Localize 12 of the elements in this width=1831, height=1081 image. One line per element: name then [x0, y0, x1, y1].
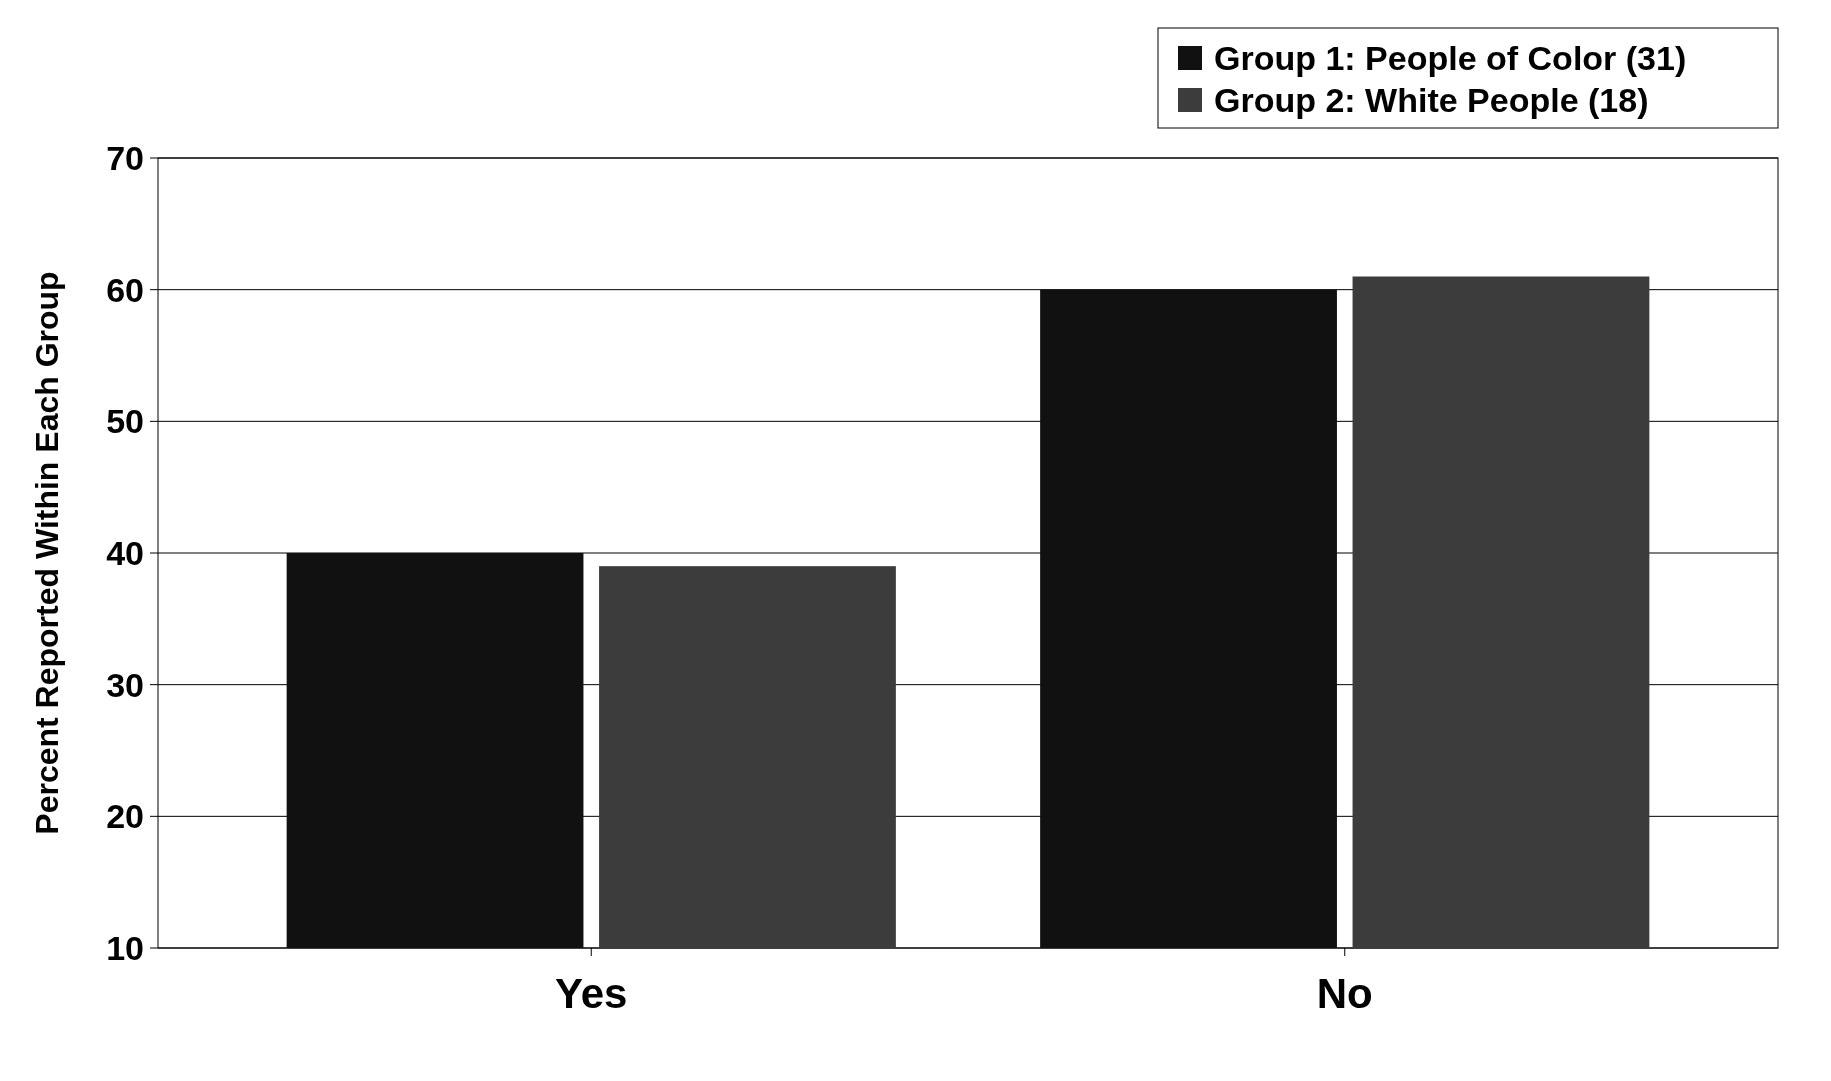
y-tick-label: 60 [106, 270, 144, 309]
y-tick-label: 10 [106, 928, 144, 967]
y-tick-label: 70 [106, 138, 144, 177]
legend-label: Group 1: People of Color (31) [1214, 38, 1687, 77]
y-tick-label: 40 [106, 533, 144, 572]
x-tick-label: No [1316, 970, 1373, 1017]
y-axis-title: Percent Reported Within Each Group [29, 271, 65, 835]
legend-label: Group 2: White People (18) [1214, 80, 1649, 119]
y-tick-label: 50 [106, 402, 144, 441]
y-tick-label: 30 [106, 665, 144, 704]
y-tick-label: 20 [106, 797, 144, 836]
x-tick-label: Yes [555, 970, 628, 1017]
